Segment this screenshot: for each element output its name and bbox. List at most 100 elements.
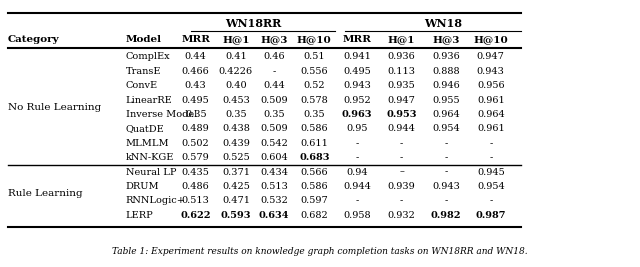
Text: 0.961: 0.961 [477,124,505,134]
Text: Rule Learning: Rule Learning [8,189,83,198]
Text: 0.489: 0.489 [182,124,210,134]
Text: WN18: WN18 [424,18,462,29]
Text: MLMLM: MLMLM [125,139,169,148]
Text: Category: Category [8,35,60,44]
Text: 0.35: 0.35 [263,110,285,119]
Text: 0.556: 0.556 [300,67,328,76]
Text: 0.35: 0.35 [185,110,207,119]
Text: 0.682: 0.682 [300,211,328,220]
Text: 0.41: 0.41 [225,52,247,61]
Text: 0.466: 0.466 [182,67,210,76]
Text: 0.941: 0.941 [343,52,371,61]
Text: 0.46: 0.46 [263,52,285,61]
Text: 0.495: 0.495 [182,96,210,105]
Text: DRUM: DRUM [125,182,159,191]
Text: LERP: LERP [125,211,154,220]
Text: kNN-KGE: kNN-KGE [125,153,174,162]
Text: 0.51: 0.51 [303,52,325,61]
Text: -: - [355,153,358,162]
Text: 0.634: 0.634 [259,211,289,220]
Text: 0.95: 0.95 [346,124,368,134]
Text: 0.954: 0.954 [477,182,505,191]
Text: 0.94: 0.94 [346,168,368,176]
Text: 0.425: 0.425 [222,182,250,191]
Text: 0.509: 0.509 [260,124,288,134]
Text: 0.888: 0.888 [433,67,460,76]
Text: -: - [445,153,448,162]
Text: MRR: MRR [342,35,371,44]
Text: 0.683: 0.683 [299,153,330,162]
Text: ComplEx: ComplEx [125,52,170,61]
Text: 0.964: 0.964 [432,110,460,119]
Text: 0.542: 0.542 [260,139,288,148]
Text: 0.932: 0.932 [388,211,415,220]
Text: 0.604: 0.604 [260,153,288,162]
Text: 0.961: 0.961 [477,96,505,105]
Text: 0.955: 0.955 [433,96,460,105]
Text: H@1: H@1 [222,35,250,44]
Text: ConvE: ConvE [125,81,158,90]
Text: MRR: MRR [181,35,211,44]
Text: Neural LP: Neural LP [125,168,176,176]
Text: -: - [400,196,403,205]
Text: 0.952: 0.952 [343,96,371,105]
Text: 0.936: 0.936 [432,52,460,61]
Text: 0.964: 0.964 [477,110,505,119]
Text: 0.502: 0.502 [182,139,210,148]
Text: 0.578: 0.578 [300,96,328,105]
Text: 0.486: 0.486 [182,182,210,191]
Text: 0.471: 0.471 [222,196,250,205]
Text: 0.947: 0.947 [477,52,505,61]
Text: 0.434: 0.434 [260,168,288,176]
Text: 0.513: 0.513 [260,182,288,191]
Text: 0.579: 0.579 [182,153,210,162]
Text: 0.532: 0.532 [260,196,288,205]
Text: 0.566: 0.566 [300,168,328,176]
Text: 0.597: 0.597 [300,196,328,205]
Text: 0.513: 0.513 [182,196,210,205]
Text: 0.439: 0.439 [222,139,250,148]
Text: 0.435: 0.435 [182,168,210,176]
Text: 0.982: 0.982 [431,211,461,220]
Text: 0.947: 0.947 [388,96,415,105]
Text: -: - [400,153,403,162]
Text: 0.954: 0.954 [432,124,460,134]
Text: -: - [445,168,448,176]
Text: 0.953: 0.953 [387,110,417,119]
Text: 0.509: 0.509 [260,96,288,105]
Text: 0.4226: 0.4226 [219,67,253,76]
Text: 0.936: 0.936 [388,52,415,61]
Text: RNNLogic+: RNNLogic+ [125,196,186,205]
Text: Inverse Model: Inverse Model [125,110,197,119]
Text: Model: Model [125,35,162,44]
Text: 0.943: 0.943 [432,182,460,191]
Text: 0.935: 0.935 [388,81,415,90]
Text: 0.35: 0.35 [303,110,325,119]
Text: -: - [355,196,358,205]
Text: 0.453: 0.453 [222,96,250,105]
Text: H@1: H@1 [388,35,415,44]
Text: 0.956: 0.956 [477,81,504,90]
Text: LinearRE: LinearRE [125,96,172,105]
Text: 0.586: 0.586 [300,182,328,191]
Text: 0.611: 0.611 [300,139,328,148]
Text: 0.371: 0.371 [222,168,250,176]
Text: -: - [489,196,492,205]
Text: 0.946: 0.946 [432,81,460,90]
Text: 0.593: 0.593 [221,211,251,220]
Text: -: - [355,139,358,148]
Text: 0.525: 0.525 [222,153,250,162]
Text: -: - [400,139,403,148]
Text: 0.987: 0.987 [476,211,506,220]
Text: 0.586: 0.586 [300,124,328,134]
Text: 0.943: 0.943 [343,81,371,90]
Text: -: - [273,67,276,76]
Text: H@3: H@3 [260,35,288,44]
Text: 0.958: 0.958 [343,211,371,220]
Text: H@3: H@3 [433,35,460,44]
Text: 0.44: 0.44 [263,81,285,90]
Text: -: - [489,139,492,148]
Text: H@10: H@10 [297,35,332,44]
Text: QuatDE: QuatDE [125,124,164,134]
Text: 0.52: 0.52 [303,81,325,90]
